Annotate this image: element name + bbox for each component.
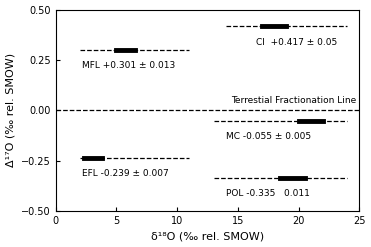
Text: Terrestial Fractionation Line: Terrestial Fractionation Line <box>232 96 357 105</box>
Text: EFL -0.239 ± 0.007: EFL -0.239 ± 0.007 <box>82 169 169 178</box>
Text: MFL +0.301 ± 0.013: MFL +0.301 ± 0.013 <box>82 61 176 70</box>
Text: POL -0.335   0.011: POL -0.335 0.011 <box>226 189 309 198</box>
X-axis label: δ¹⁸O (‰ rel. SMOW): δ¹⁸O (‰ rel. SMOW) <box>151 231 264 242</box>
Text: CI  +0.417 ± 0.05: CI +0.417 ± 0.05 <box>256 38 337 47</box>
Text: MC -0.055 ± 0.005: MC -0.055 ± 0.005 <box>226 132 311 142</box>
Y-axis label: Δ¹⁷O (‰ rel. SMOW): Δ¹⁷O (‰ rel. SMOW) <box>6 53 16 167</box>
